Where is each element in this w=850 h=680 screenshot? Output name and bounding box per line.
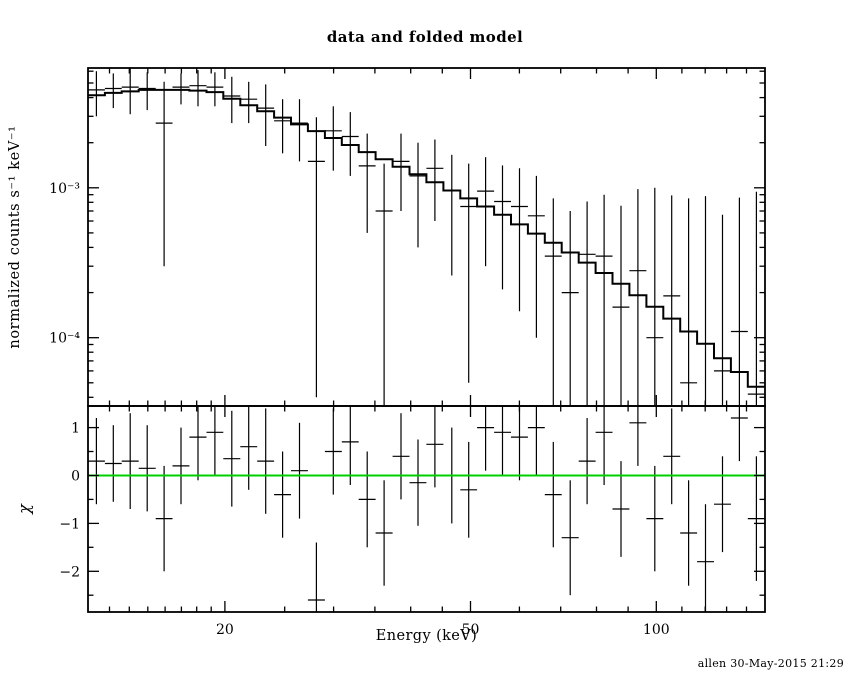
chi-tick-label: 1	[71, 421, 80, 437]
y-tick-label: 10⁻³	[49, 181, 80, 197]
y-tick-label: 10⁻⁴	[49, 331, 80, 347]
x-axis-label-energy: Energy (keV)	[375, 628, 478, 644]
timestamp-annotation: allen 30-May-2015 21:29	[697, 657, 844, 670]
tick-labels: 20 50 100 10⁻³ 10⁻⁴ 1 0 −1 −2	[49, 181, 669, 638]
bottom-panel-frame	[87, 405, 766, 613]
residual-data-series	[88, 406, 765, 612]
tick-marks	[88, 68, 765, 612]
top-panel-frame	[87, 67, 766, 407]
y-axis-label-counts: normalized counts s⁻¹ keV⁻¹	[7, 125, 23, 349]
chi-tick-label: 0	[71, 469, 80, 485]
y-axis-label-chi: χ	[14, 504, 34, 514]
x-tick-label: 100	[643, 622, 670, 638]
spectrum-data-series	[88, 68, 765, 406]
model-step-line	[88, 88, 765, 388]
plot-title: data and folded model	[326, 28, 524, 46]
x-tick-label: 50	[462, 622, 480, 638]
chi-tick-label: −1	[59, 516, 80, 532]
x-tick-label: 20	[216, 622, 234, 638]
axes-frames	[87, 67, 766, 613]
chi-tick-label: −2	[59, 564, 80, 580]
